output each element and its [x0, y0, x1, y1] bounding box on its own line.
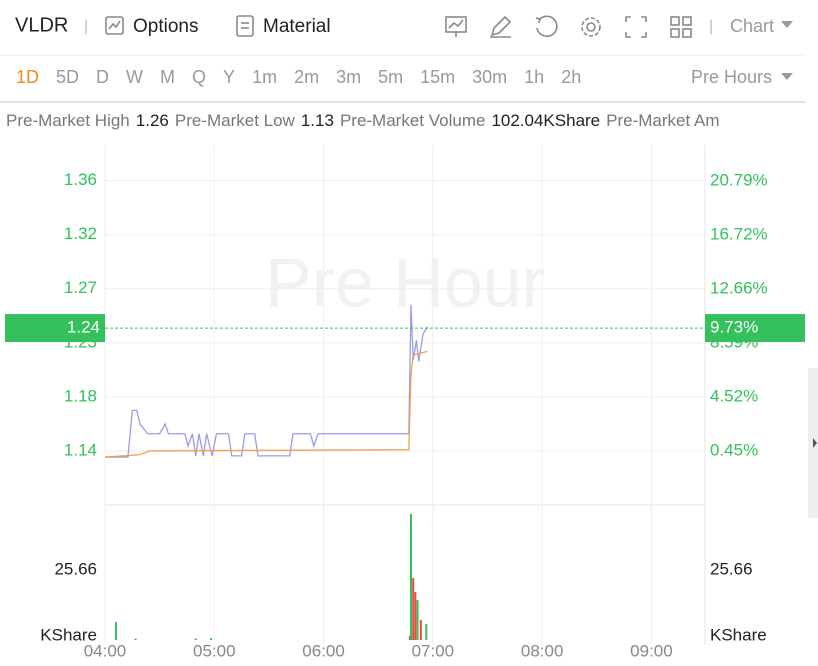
timeframe-button[interactable]: Q — [192, 67, 206, 87]
y2-tick-label: 16.72% — [710, 224, 768, 243]
last-change-label: 9.73% — [710, 318, 758, 337]
y-tick-label: 1.14 — [64, 440, 97, 459]
separator: | — [709, 18, 713, 35]
volume-tick-label: 25.66 — [54, 560, 97, 579]
options-icon[interactable] — [105, 16, 124, 35]
watermark: Pre Hour — [265, 243, 545, 321]
timeframe-button[interactable]: 2h — [561, 67, 581, 87]
price-line — [105, 304, 428, 458]
y2-tick-label: 20.79% — [710, 170, 768, 189]
timeframe-bar: 1D 5D D W M Q Y 1m 2m 3m 5m 15m 30m 1h 2h — [16, 67, 581, 87]
info-label: Pre-Market Volume — [340, 111, 486, 130]
x-tick-label: 05:00 — [193, 641, 236, 660]
timeframe-button[interactable]: 1m — [252, 67, 277, 87]
volume-bar — [114, 622, 117, 640]
timeframe-button[interactable]: M — [160, 67, 175, 87]
x-tick-label: 09:00 — [630, 641, 673, 660]
info-label: Pre-Market Am — [606, 111, 719, 130]
material-icon[interactable] — [236, 15, 254, 37]
x-tick-label: 08:00 — [521, 641, 564, 660]
options-button[interactable]: Options — [133, 16, 198, 37]
info-label: Pre-Market High — [6, 111, 130, 130]
x-tick-label: 06:00 — [302, 641, 345, 660]
y2-tick-label: 12.66% — [710, 278, 768, 297]
timeframe-button[interactable]: 3m — [336, 67, 361, 87]
info-value: 1.26 — [136, 111, 169, 130]
volume-bar — [419, 620, 422, 640]
info-bar: Pre-Market High 1.26 Pre-Market Low 1.13 Pre… — [6, 111, 720, 130]
last-price-label: 1.24 — [67, 318, 100, 337]
volume-tick-label: 25.66 — [710, 560, 753, 579]
timeframe-button[interactable]: 30m — [472, 67, 507, 87]
y-tick-label: 1.27 — [64, 278, 97, 297]
side-arrow — [813, 438, 817, 448]
volume-bar — [194, 638, 197, 640]
volume-bar — [134, 638, 137, 640]
info-label: Pre-Market Low — [175, 111, 296, 130]
last-price-box — [5, 314, 105, 343]
timeframe-button[interactable]: 1D — [16, 67, 39, 87]
x-tick-label: 07:00 — [412, 641, 455, 660]
y-tick-label: 1.32 — [64, 224, 97, 243]
material-button[interactable]: Material — [263, 16, 331, 37]
timeframe-button[interactable]: 2m — [294, 67, 319, 87]
volume-bar — [414, 592, 417, 640]
x-tick-label: 04:00 — [84, 641, 127, 660]
volume-bar — [416, 599, 419, 640]
session-button[interactable]: Pre Hours — [691, 67, 772, 87]
volume-bar — [410, 514, 413, 640]
timeframe-button[interactable]: W — [126, 67, 143, 87]
last-change-box — [705, 314, 805, 343]
info-value: 102.04KShare — [491, 111, 600, 130]
dropdown-arrow — [781, 73, 793, 80]
separator: | — [84, 18, 88, 35]
timeframe-button[interactable]: D — [96, 67, 109, 87]
timeframe-button[interactable]: 1h — [524, 67, 544, 87]
y-tick-label: 1.36 — [64, 170, 97, 189]
timeframe-button[interactable]: 5m — [378, 67, 403, 87]
y2-tick-label: 4.52% — [710, 386, 758, 405]
dropdown-arrow — [781, 21, 793, 28]
price-line — [104, 350, 428, 458]
volume-tick-label: KShare — [710, 625, 767, 644]
info-value: 1.13 — [301, 111, 334, 130]
volume-bar — [412, 578, 415, 640]
volume-tick-label: KShare — [40, 625, 97, 644]
chart: Pre Hour 04:00 05:00 06:00 07:00 08:00 09:00 1.… — [5, 145, 805, 660]
y2-tick-label: 0.45% — [710, 440, 758, 459]
chart-type-button[interactable]: Chart — [730, 16, 774, 36]
timeframe-button[interactable]: 5D — [56, 67, 79, 87]
y-tick-label: 1.18 — [64, 386, 97, 405]
timeframe-button[interactable]: Y — [223, 67, 235, 87]
volume-bar — [425, 623, 428, 640]
volume-bar — [408, 635, 411, 640]
tool-icons[interactable] — [445, 15, 692, 38]
symbol: VLDR — [15, 14, 68, 36]
timeframe-button[interactable]: 15m — [420, 67, 455, 87]
volume-bar — [210, 638, 213, 640]
